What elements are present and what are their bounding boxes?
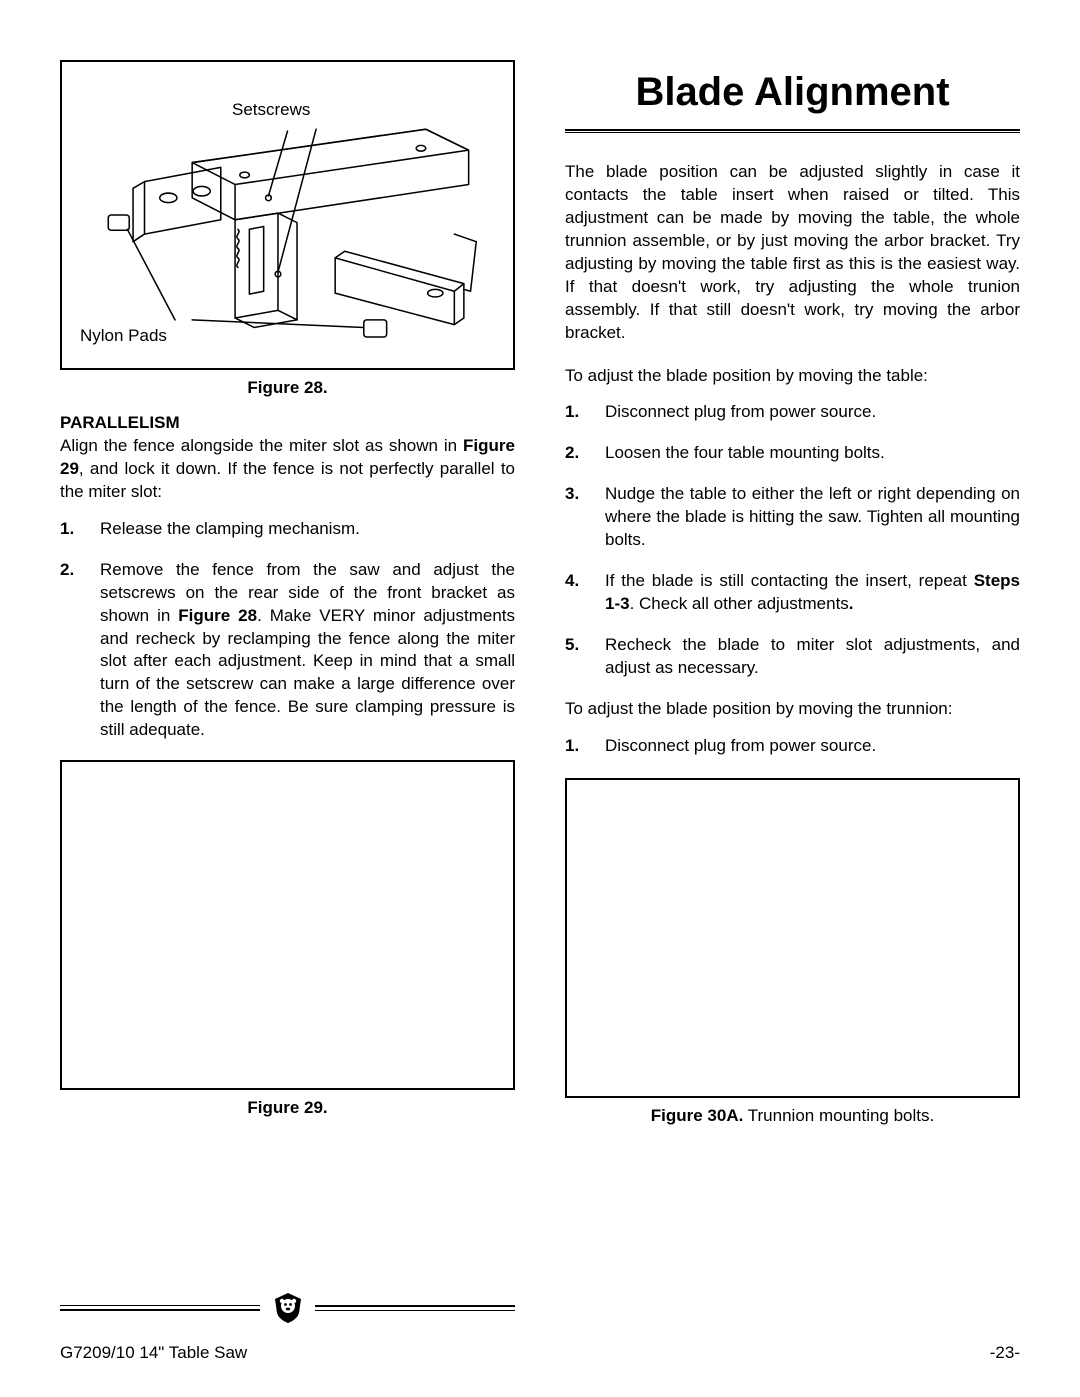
nylon-pads-label: Nylon Pads <box>80 326 167 346</box>
figure-29-box <box>60 760 515 1090</box>
step-text-bold: Figure 28 <box>178 606 257 625</box>
footer-product: G7209/10 14" Table Saw <box>60 1343 247 1363</box>
step-text: Disconnect plug from power source. <box>605 735 1020 758</box>
step-number: 3. <box>565 483 605 552</box>
brand-shield-icon <box>271 1291 305 1325</box>
title-divider <box>565 129 1020 133</box>
step-number: 1. <box>565 735 605 758</box>
page-title: Blade Alignment <box>565 70 1020 115</box>
blade-alignment-intro: The blade position can be adjusted sligh… <box>565 161 1020 345</box>
step-number: 2. <box>565 442 605 465</box>
step-text: Nudge the table to either the left or ri… <box>605 483 1020 552</box>
step-text: Remove the fence from the saw and adjust… <box>100 559 515 743</box>
figure-29-caption: Figure 29. <box>60 1098 515 1118</box>
step-number: 1. <box>60 518 100 541</box>
list-item: 1. Disconnect plug from power source. <box>565 401 1020 424</box>
two-column-layout: Setscrews Nylon Pads <box>60 60 1020 1126</box>
step-number: 5. <box>565 634 605 680</box>
step-text: If the blade is still contacting the ins… <box>605 570 1020 616</box>
parallelism-steps: 1. Release the clamping mechanism. 2. Re… <box>60 518 515 742</box>
step-number: 2. <box>60 559 100 743</box>
list-item: 1. Release the clamping mechanism. <box>60 518 515 541</box>
manual-page: Setscrews Nylon Pads <box>0 0 1080 1397</box>
footer-divider <box>60 1297 515 1327</box>
figure-28-box: Setscrews Nylon Pads <box>60 60 515 370</box>
list-item: 2. Loosen the four table mounting bolts. <box>565 442 1020 465</box>
footer-page-number: -23- <box>990 1343 1020 1363</box>
left-column: Setscrews Nylon Pads <box>60 60 515 1126</box>
step-text: Disconnect plug from power source. <box>605 401 1020 424</box>
step-text: Release the clamping mechanism. <box>100 518 515 541</box>
adjust-trunnion-steps: 1. Disconnect plug from power source. <box>565 735 1020 758</box>
page-footer: G7209/10 14" Table Saw -23- <box>60 1343 1020 1363</box>
list-item: 1. Disconnect plug from power source. <box>565 735 1020 758</box>
parallelism-block: PARALLELISM Align the fence alongside th… <box>60 412 515 504</box>
step-number: 4. <box>565 570 605 616</box>
step-number: 1. <box>565 401 605 424</box>
step-text-post: . Check all other adjustments <box>630 594 849 613</box>
parallelism-heading: PARALLELISM <box>60 413 180 432</box>
parallelism-intro-post: , and lock it down. If the fence is not … <box>60 459 515 501</box>
list-item: 4. If the blade is still contacting the … <box>565 570 1020 616</box>
figure-30a-caption: Figure 30A. Trunnion mounting bolts. <box>565 1106 1020 1126</box>
parallelism-intro-pre: Align the fence alongside the miter slot… <box>60 436 463 455</box>
step-text: Recheck the blade to miter slot adjustme… <box>605 634 1020 680</box>
step-text-pre: If the blade is still contacting the ins… <box>605 571 974 590</box>
figure-30a-caption-rest: Trunnion mounting bolts. <box>743 1106 934 1125</box>
list-item: 2. Remove the fence from the saw and adj… <box>60 559 515 743</box>
setscrews-label: Setscrews <box>232 100 310 120</box>
figure-30a-box <box>565 778 1020 1098</box>
list-item: 5. Recheck the blade to miter slot adjus… <box>565 634 1020 680</box>
figure-28-caption: Figure 28. <box>60 378 515 398</box>
step-text-tailbold: . <box>849 594 854 613</box>
adjust-table-steps: 1. Disconnect plug from power source. 2.… <box>565 401 1020 679</box>
right-column: Blade Alignment The blade position can b… <box>565 60 1020 1126</box>
step-text: Loosen the four table mounting bolts. <box>605 442 1020 465</box>
figure-30a-caption-bold: Figure 30A. <box>651 1106 744 1125</box>
step-text-post: . Make VERY minor adjustments and rechec… <box>100 606 515 740</box>
adjust-table-lead: To adjust the blade position by moving t… <box>565 365 1020 388</box>
adjust-trunnion-lead: To adjust the blade position by moving t… <box>565 698 1020 721</box>
list-item: 3. Nudge the table to either the left or… <box>565 483 1020 552</box>
